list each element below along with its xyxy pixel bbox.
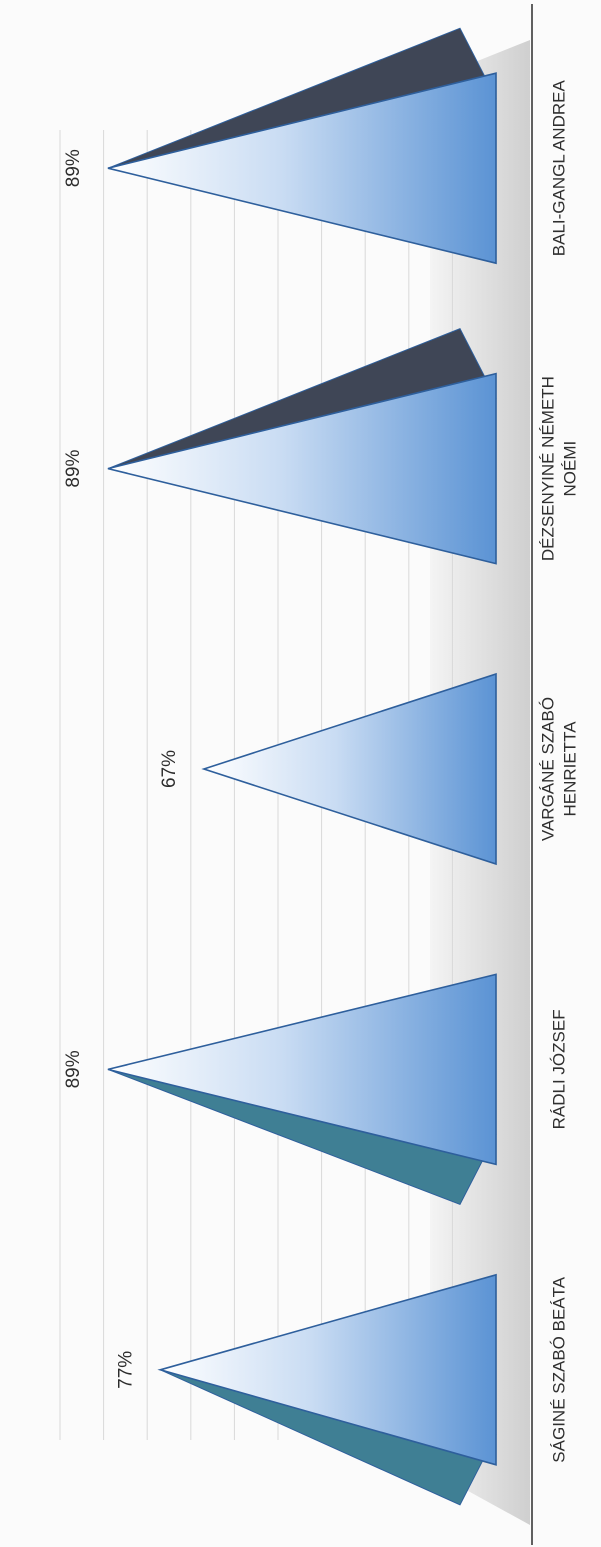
pyramid-front-face xyxy=(157,1273,497,1466)
pyramid-bar xyxy=(201,672,497,866)
pyramid-front-face xyxy=(107,973,497,1166)
value-label: 67% xyxy=(159,750,180,788)
labels: 77% SÁGINÉ SZABÓ BEÁTA 89% RÁDLI JÓZSEF 67% V… xyxy=(63,80,580,1463)
value-label: 89% xyxy=(63,449,84,487)
category-label: SÁGINÉ SZABÓ BEÁTA xyxy=(549,1276,568,1462)
value-label: 89% xyxy=(63,149,84,187)
pyramid-front-face xyxy=(201,672,497,866)
pyramid-front-face xyxy=(107,372,497,565)
pyramid-bar xyxy=(107,973,497,1206)
category-label: VARGÁNÉ SZABÓ xyxy=(538,697,557,841)
pyramid-bar xyxy=(107,27,497,265)
pyramid-bar xyxy=(157,1273,497,1506)
value-label: 77% xyxy=(115,1351,136,1389)
pyramid-bar xyxy=(107,327,497,565)
value-label: 89% xyxy=(63,1050,84,1088)
category-label: DÉZSENYINÉ NÉMETH xyxy=(538,376,557,561)
bars xyxy=(107,27,497,1506)
category-label: HENRIETTA xyxy=(560,721,579,817)
category-label: BALI-GANGL ANDREA xyxy=(549,80,568,257)
category-label: NOÉMI xyxy=(560,441,579,497)
pyramid-front-face xyxy=(107,72,497,265)
category-label: RÁDLI JÓZSEF xyxy=(549,1009,568,1129)
